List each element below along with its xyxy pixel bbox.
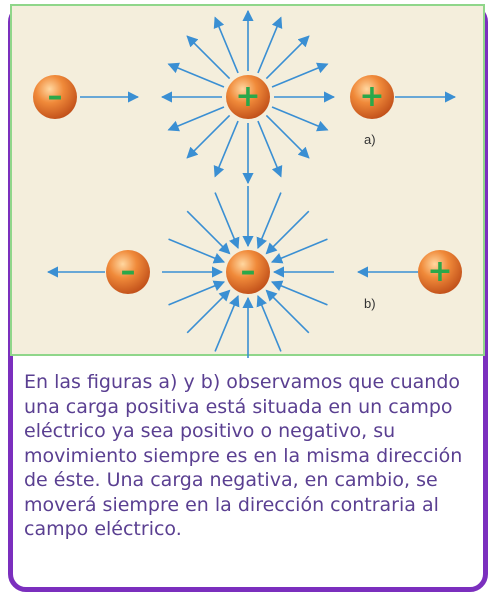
figure-label-a: a) [364,132,376,147]
field-line-inward [186,210,231,255]
field-line-inward [270,280,328,306]
field-line-inward [270,238,328,264]
field-line-outward [257,16,283,74]
field-line-inward [168,238,226,264]
negative-charge-a: – [33,75,77,119]
field-line-inward [186,289,231,334]
field-line-outward [186,35,231,80]
plus-sign: + [235,79,260,114]
negative-charge-center-b: – [226,250,270,294]
positive-charge-a: + [350,75,394,119]
minus-sign: – [241,254,256,289]
field-line-inward [265,289,310,334]
field-line-outward [213,120,239,178]
positive-charge-b: + [418,250,462,294]
field-line-outward [257,120,283,178]
plus-sign: + [427,254,452,289]
field-line-inward [214,294,240,352]
field-line-inward [265,210,310,255]
minus-sign: – [121,254,136,289]
field-line-outward [265,35,310,80]
field-line-outward [186,114,231,159]
positive-charge-center-a: + [226,75,270,119]
field-line-outward [167,62,225,88]
charge-sphere [226,250,270,294]
field-line-outward [271,106,329,132]
field-line-inward [256,294,282,352]
figure-label-b: b) [364,296,376,311]
field-line-inward [168,280,226,306]
charge-sphere [33,75,77,119]
caption-text: En las figuras a) y b) observamos que cu… [24,371,463,540]
field-lines [46,9,457,358]
field-line-outward [167,106,225,132]
field-line-outward [213,16,239,74]
field-line-inward [214,192,240,250]
charges: – + + – – + [33,75,462,294]
field-line-inward [256,192,282,250]
charge-sphere [418,250,462,294]
field-line-outward [271,62,329,88]
negative-charge-b: – [106,250,150,294]
charge-sphere [226,75,270,119]
charge-sphere [106,250,150,294]
field-line-outward [265,114,310,159]
charge-sphere [350,75,394,119]
minus-sign: – [48,79,63,114]
plus-sign: + [359,79,384,114]
